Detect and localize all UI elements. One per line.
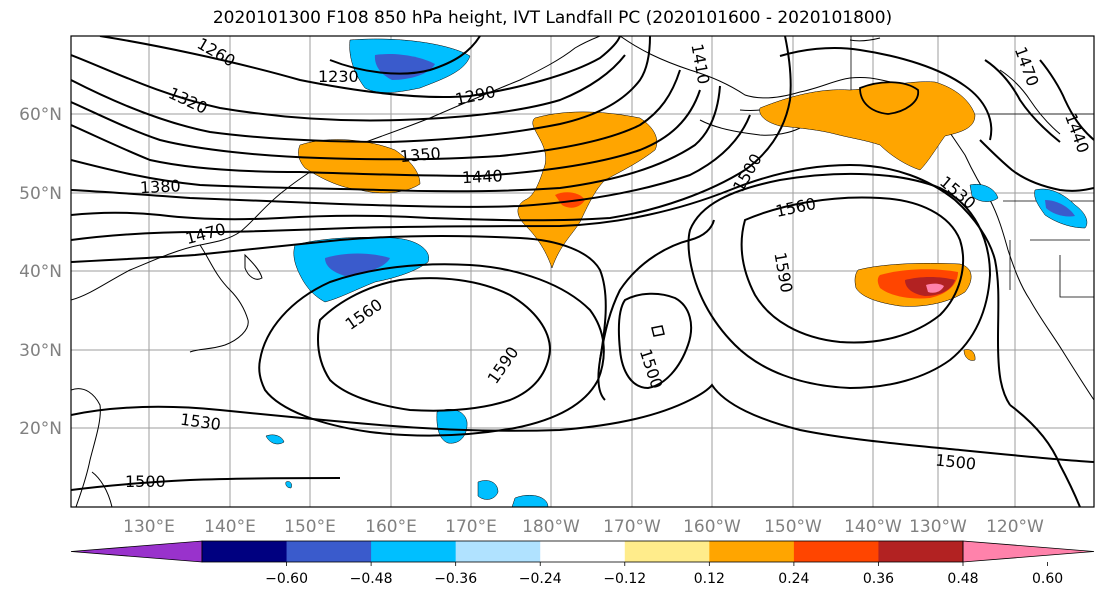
colorbar-tick-label: −0.12 xyxy=(603,571,646,587)
lon-label: 170°E xyxy=(445,517,497,537)
lon-label: 150°W xyxy=(764,517,822,537)
colorbar-tick-label: 0.48 xyxy=(947,571,978,587)
colorbar-segment xyxy=(624,541,710,562)
lon-label: 160°E xyxy=(365,517,417,537)
colorbar-segment xyxy=(202,541,288,562)
colorbar-extend-high xyxy=(962,540,1095,563)
lon-label: 170°W xyxy=(603,517,661,537)
colorbar-tick-label: −0.48 xyxy=(350,571,393,587)
colorbar-tick-label: −0.24 xyxy=(519,571,562,587)
lat-label: 50°N xyxy=(19,184,62,204)
contour-label: 1350 xyxy=(399,144,441,166)
colorbar-segment xyxy=(793,541,879,562)
colorbar: −0.60 −0.48 −0.36 −0.24 −0.12 0.12 0.24 0.36 0.4… xyxy=(70,540,1095,587)
contour-label: 1500 xyxy=(934,450,976,473)
lat-label: 60°N xyxy=(19,105,62,125)
lon-label: 120°W xyxy=(986,517,1044,537)
colorbar-segment xyxy=(709,541,795,562)
lon-labels: 130°E 140°E 150°E 160°E 170°E 180°W 170°… xyxy=(123,517,1044,537)
ivt-shading xyxy=(265,38,1088,507)
colorbar-segment xyxy=(878,541,964,562)
colorbar-extend-low xyxy=(70,540,203,563)
map-title: 2020101300 F108 850 hPa height, IVT Land… xyxy=(212,8,893,28)
lat-labels: 20°N 30°N 40°N 50°N 60°N xyxy=(19,105,62,439)
colorbar-segment xyxy=(371,541,457,562)
contour-label: 1230 xyxy=(318,67,359,86)
lon-label: 160°W xyxy=(683,517,741,537)
colorbar-tick-label: −0.60 xyxy=(265,571,308,587)
colorbar-tick-label: 0.36 xyxy=(863,571,894,587)
lon-label: 140°E xyxy=(204,517,256,537)
lon-label: 130°W xyxy=(909,517,967,537)
lat-label: 30°N xyxy=(19,341,62,361)
lat-label: 40°N xyxy=(19,262,62,282)
lat-label: 20°N xyxy=(19,419,62,439)
colorbar-frame xyxy=(201,540,964,563)
colorbar-tick-label: −0.36 xyxy=(434,571,477,587)
colorbar-tick-label: 0.24 xyxy=(778,571,809,587)
contour-label: 1500 xyxy=(125,472,166,491)
height-contours xyxy=(71,36,1094,507)
lon-label: 140°W xyxy=(844,517,902,537)
map-frame xyxy=(70,35,1095,508)
lon-label: 130°E xyxy=(123,517,175,537)
contour-label: 1380 xyxy=(139,176,181,197)
colorbar-tick-label: 0.12 xyxy=(694,571,725,587)
colorbar-segment xyxy=(540,541,626,562)
contour-label: 1440 xyxy=(461,166,503,187)
colorbar-segment xyxy=(455,541,541,562)
lon-label: 180°W xyxy=(522,517,580,537)
colorbar-segment xyxy=(286,541,372,562)
lon-label: 150°E xyxy=(284,517,336,537)
colorbar-tick-label: 0.60 xyxy=(1032,571,1063,587)
